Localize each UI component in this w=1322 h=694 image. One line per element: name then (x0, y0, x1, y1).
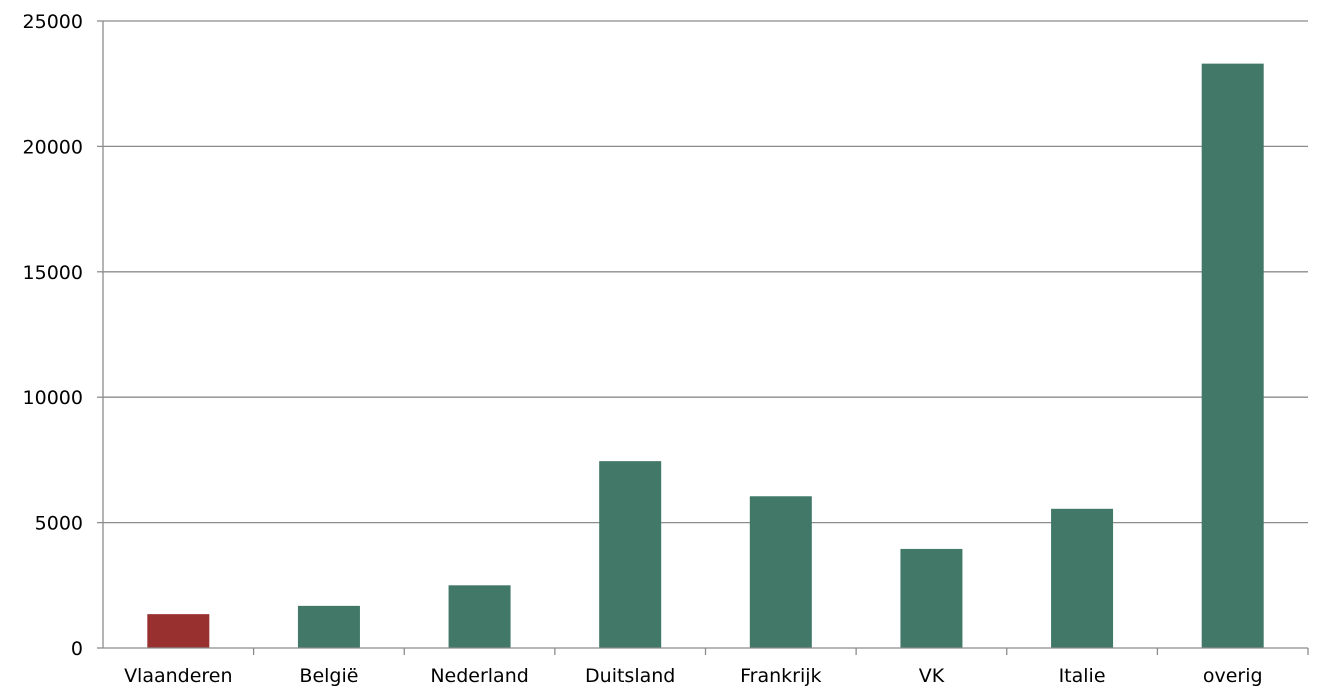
y-tick-label: 0 (71, 638, 83, 660)
bar-vlaanderen (147, 614, 210, 648)
y-tick-label: 5000 (35, 513, 83, 535)
x-tick-label: Vlaanderen (124, 665, 232, 687)
x-tick-label: Frankrijk (740, 665, 821, 687)
axes (97, 20, 1309, 655)
y-tick-label: 25000 (23, 11, 83, 33)
x-tick-label: Nederland (430, 665, 529, 687)
x-tick-label: België (299, 665, 358, 687)
x-tick-label: VK (919, 665, 945, 687)
bar-nederland (448, 585, 511, 648)
bars (147, 63, 1264, 649)
y-tick-label: 10000 (23, 387, 83, 409)
bar-overig (1201, 63, 1264, 649)
bar-duitsland (599, 461, 662, 648)
y-tick-label: 15000 (23, 262, 83, 284)
y-tick-label: 20000 (23, 136, 83, 158)
x-axis-tick-labels: Vlaanderen België Nederland Duitsland Frankr… (124, 665, 1262, 687)
bar-italie (1051, 508, 1114, 648)
x-tick-label: overig (1203, 665, 1263, 687)
bar-vk (900, 548, 963, 648)
bar-frankrijk (749, 496, 812, 648)
y-axis-tick-labels: 0 5000 10000 15000 20000 25000 (23, 11, 83, 660)
bar-belgi- (297, 605, 360, 648)
gridlines (103, 20, 1308, 524)
x-tick-label: Italie (1059, 665, 1106, 687)
x-tick-label: Duitsland (585, 665, 675, 687)
